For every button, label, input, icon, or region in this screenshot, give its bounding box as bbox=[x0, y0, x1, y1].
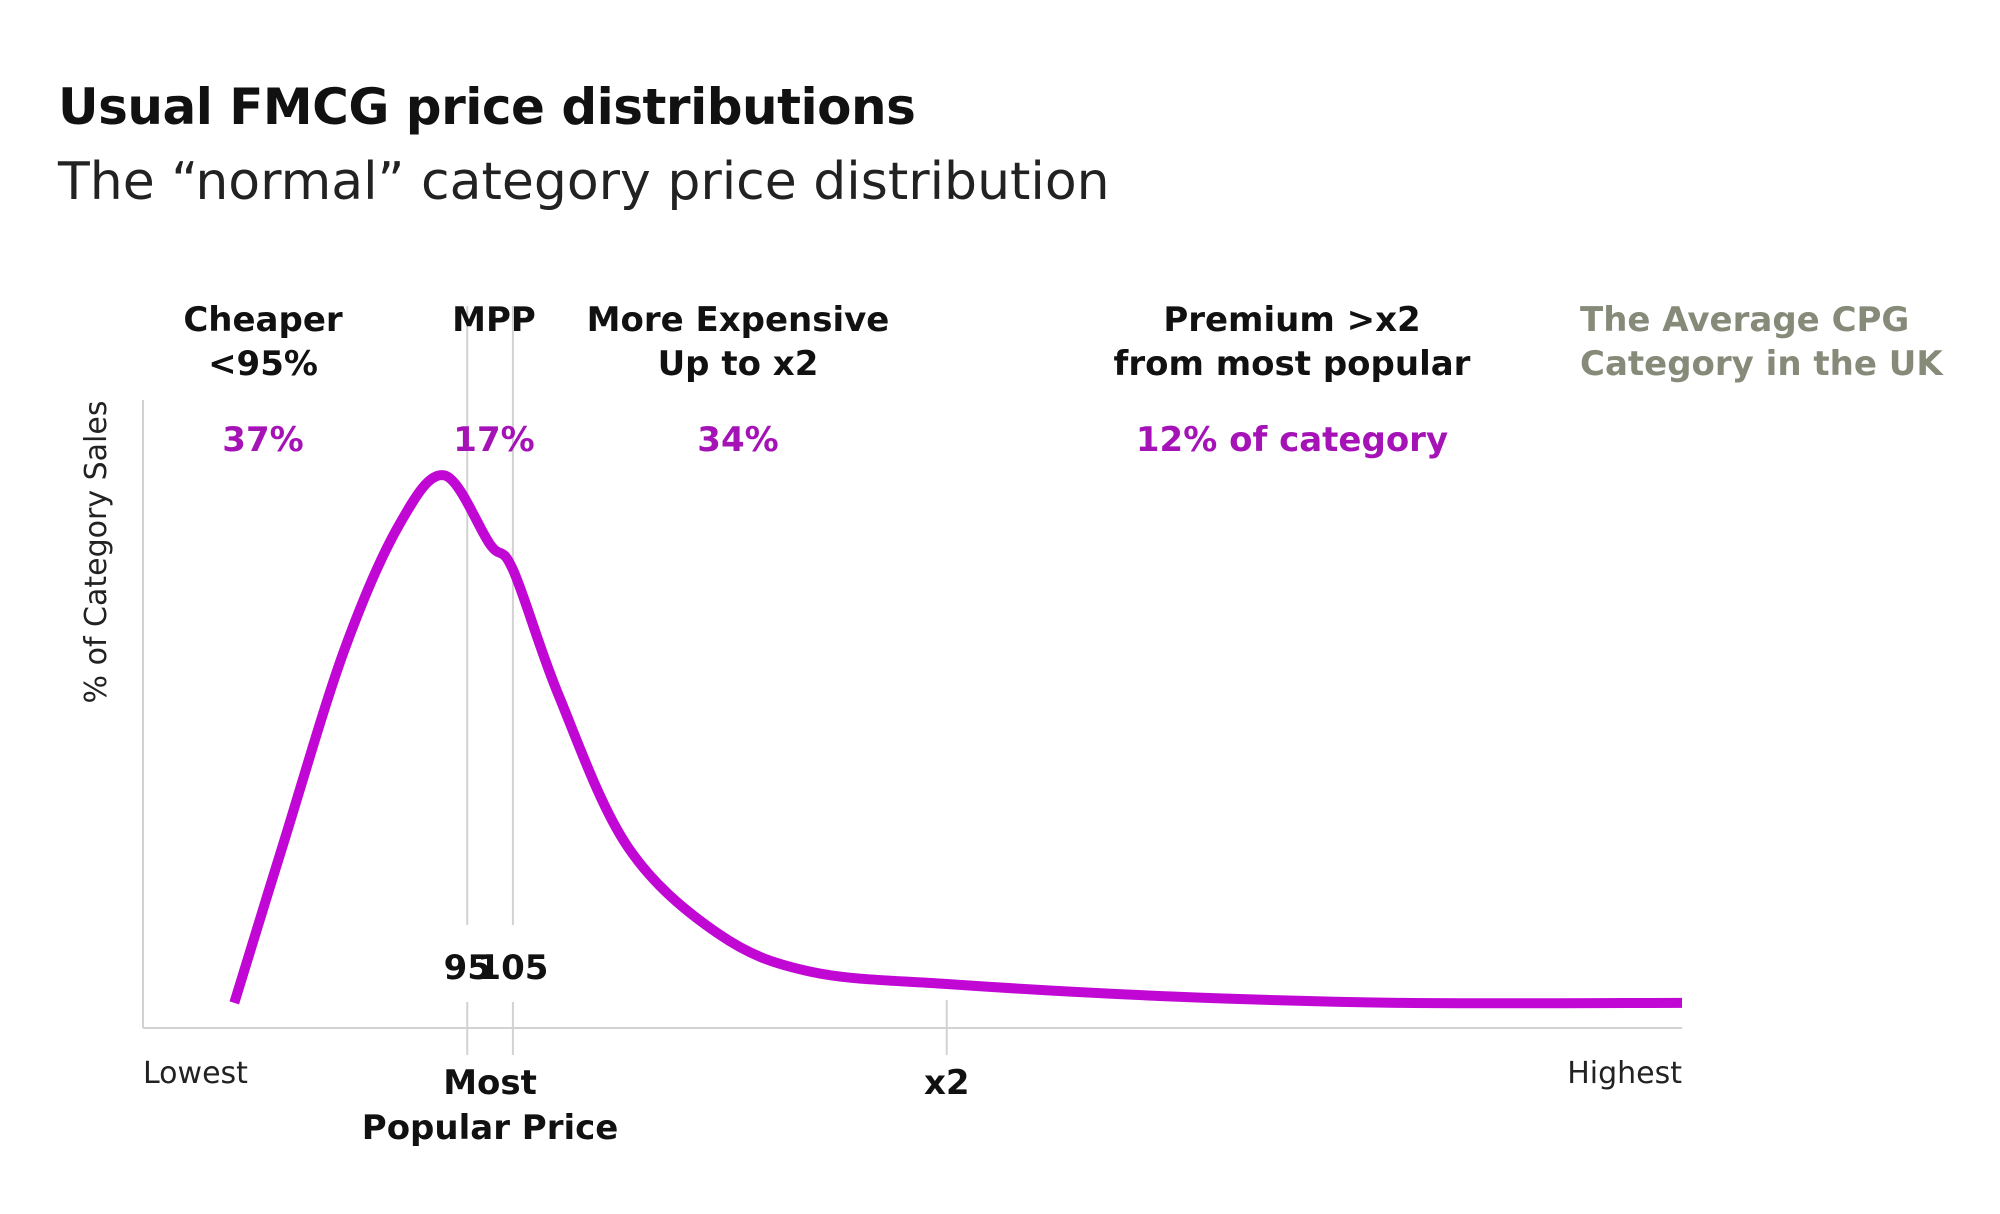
segment-label: Up to x2 bbox=[658, 344, 819, 384]
segment-share: 37% bbox=[222, 420, 303, 460]
segment-share: 17% bbox=[453, 420, 534, 460]
boundary-label: 105 bbox=[477, 948, 548, 988]
segment-boundaries bbox=[466, 306, 514, 1055]
annotation-text: Category in the UK bbox=[1580, 344, 1944, 384]
curve-layer bbox=[229, 470, 1683, 1009]
segment-label: More Expensive bbox=[587, 300, 890, 340]
segment-label: <95% bbox=[208, 344, 318, 384]
x-axis-end-label: Highest bbox=[1567, 1056, 1682, 1091]
segment-label: MPP bbox=[452, 300, 536, 340]
y-axis-title: % of Category Sales bbox=[79, 401, 114, 704]
boundary-label: 95 bbox=[444, 948, 491, 988]
x-tick-label: Most bbox=[443, 1063, 537, 1103]
distribution-curve bbox=[229, 470, 1683, 1009]
segment-label: from most popular bbox=[1114, 344, 1471, 384]
segment-label: Cheaper bbox=[183, 300, 343, 340]
chart-title: Usual FMCG price distributions bbox=[58, 78, 916, 136]
chart-subtitle: The “normal” category price distribution bbox=[58, 152, 1110, 212]
annotation-text: The Average CPG bbox=[1580, 300, 1909, 340]
x-axis-start-label: Lowest bbox=[143, 1056, 248, 1091]
x-tick-label: Popular Price bbox=[362, 1108, 619, 1148]
chart-axes: % of Category Sales Lowest Highest bbox=[79, 400, 1682, 1091]
segment-share: 12% of category bbox=[1136, 420, 1448, 460]
x-tick-label: x2 bbox=[924, 1063, 970, 1103]
segment-share: 34% bbox=[697, 420, 778, 460]
segment-label: Premium >x2 bbox=[1163, 300, 1420, 340]
